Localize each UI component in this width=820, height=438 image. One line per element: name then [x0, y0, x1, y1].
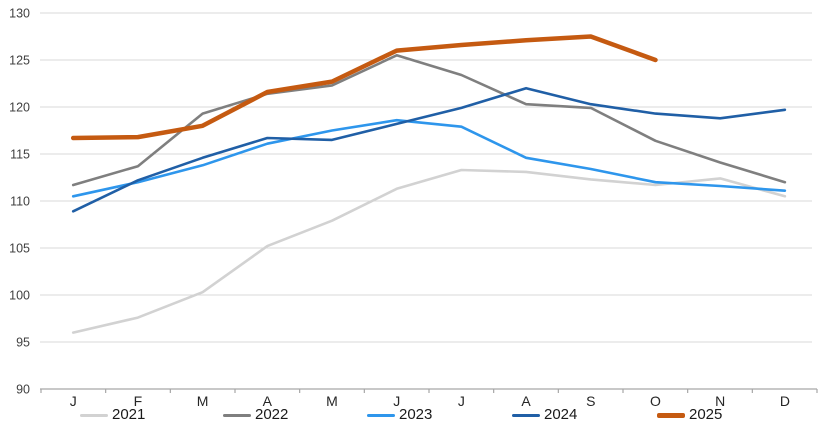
legend-item-2021: 2021	[80, 404, 145, 426]
y-axis-tick-label: 110	[10, 195, 30, 209]
x-axis-month-label: S	[586, 393, 595, 409]
legend-label-2024: 2024	[544, 406, 578, 423]
legend-label-2023: 2023	[399, 406, 433, 423]
x-axis-month-label: J	[393, 393, 400, 409]
legend-label-2025: 2025	[689, 406, 723, 423]
y-axis-tick-label: 105	[9, 242, 30, 256]
x-axis-month-label: F	[134, 393, 143, 409]
x-axis-month-label: A	[521, 393, 531, 409]
x-axis-month-label: J	[70, 393, 77, 409]
series-line-2024	[71, 86, 787, 213]
x-axis-month-label: J	[458, 393, 465, 409]
x-axis-month-label: M	[326, 393, 338, 409]
legend-item-2025: 2025	[657, 404, 722, 426]
y-axis-tick-label: 95	[16, 336, 30, 350]
x-axis-month-label: A	[263, 393, 273, 409]
legend-swatch-2023	[367, 413, 395, 417]
x-axis-month-label: M	[197, 393, 209, 409]
legend-swatch-2025	[657, 412, 685, 418]
x-axis-month-label: D	[780, 393, 790, 409]
series-line-2023	[71, 118, 787, 198]
series-line-2021	[71, 168, 787, 334]
y-axis-tick-label: 90	[16, 383, 30, 397]
y-axis-tick-label: 120	[9, 101, 30, 115]
legend-label-2022: 2022	[255, 406, 289, 423]
y-axis-tick-label: 115	[10, 148, 30, 162]
y-axis-tick-label: 100	[9, 289, 30, 303]
legend-item-2023: 2023	[367, 404, 432, 426]
legend-swatch-2022	[223, 413, 251, 417]
legend-swatch-2024	[512, 413, 540, 417]
chart-legend: 2021 2022 2023 2024 2025	[0, 404, 820, 430]
legend-swatch-2021	[80, 413, 108, 417]
legend-item-2022: 2022	[223, 404, 288, 426]
y-axis-tick-label: 130	[9, 7, 30, 21]
series-line-2025	[70, 34, 658, 141]
legend-label-2021: 2021	[112, 406, 146, 423]
y-axis-tick-label: 125	[9, 54, 30, 68]
series-line-2022	[71, 53, 787, 187]
x-axis-month-label: O	[650, 393, 661, 409]
x-axis-month-label: N	[715, 393, 725, 409]
legend-item-2024: 2024	[512, 404, 577, 426]
